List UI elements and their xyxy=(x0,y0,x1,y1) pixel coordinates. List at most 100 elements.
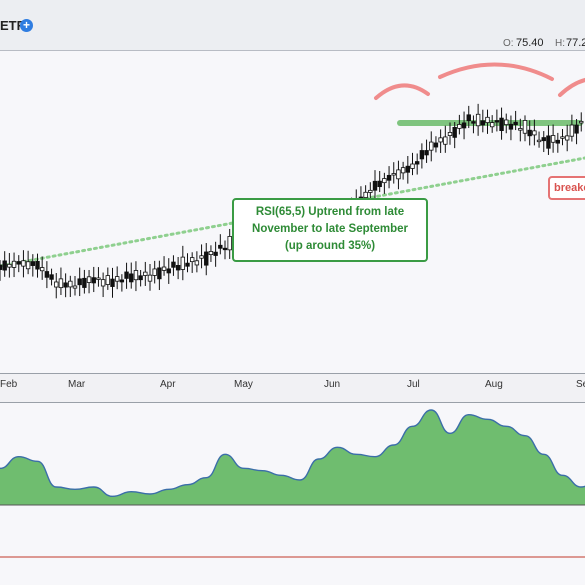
candle-body xyxy=(105,275,111,285)
candle-body xyxy=(72,285,78,289)
candle-body xyxy=(82,277,87,288)
candle-body xyxy=(536,139,542,143)
rsi-panel xyxy=(0,403,585,585)
candle-body xyxy=(522,120,528,134)
rsi-chart xyxy=(0,409,585,558)
uptrend-annotation: RSI(65,5) Uptrend from late November to … xyxy=(232,198,428,262)
date-label-aug: Aug xyxy=(485,379,503,390)
annotation-line-3: (up around 35%) xyxy=(284,240,376,252)
open-value: 75.40 xyxy=(516,37,544,49)
candle-body xyxy=(166,268,171,274)
candle-body xyxy=(555,139,561,144)
candle-body xyxy=(452,126,457,138)
candle-body xyxy=(152,268,157,276)
candle-body xyxy=(396,169,401,180)
candle-body xyxy=(39,267,45,272)
candle-body xyxy=(157,267,162,280)
candle-body xyxy=(54,281,59,288)
candle-body xyxy=(110,278,115,287)
chart-header: ETF + O: 75.40 H: 77.2 xyxy=(0,0,585,51)
candle-body xyxy=(25,261,31,270)
candle-body xyxy=(7,263,12,268)
annotation-line-1: RSI(65,5) Uptrend from late xyxy=(255,206,405,218)
date-label-jun: Jun xyxy=(324,379,341,390)
candle-body xyxy=(35,260,40,270)
candle-body xyxy=(485,116,490,123)
candle-body xyxy=(363,191,368,198)
candle-body xyxy=(518,128,523,131)
candle-body xyxy=(96,277,101,280)
candle-body xyxy=(410,163,415,169)
date-label-sep: Sep xyxy=(576,379,585,390)
candle-body xyxy=(171,261,176,268)
candle-body xyxy=(86,276,92,283)
date-label-may: May xyxy=(234,379,253,390)
candle-body xyxy=(213,251,218,256)
candle-body xyxy=(199,255,204,259)
candle-body xyxy=(433,142,439,148)
candle-body xyxy=(457,124,462,129)
date-axis: Feb Mar Apr May Jun Jul Aug Sep xyxy=(0,373,585,403)
candle-body xyxy=(77,278,82,286)
candle-body xyxy=(475,113,481,127)
candle-body xyxy=(574,124,579,134)
candle-body xyxy=(564,135,570,141)
candle-body xyxy=(443,136,448,145)
candle-body xyxy=(541,137,546,142)
candle-body xyxy=(124,271,129,279)
candle-body xyxy=(405,165,411,173)
candle-body xyxy=(185,262,190,267)
candle-body xyxy=(461,122,467,129)
candle-body xyxy=(0,264,3,270)
candle-body xyxy=(11,260,17,268)
date-label-jul: Jul xyxy=(407,379,420,390)
high-label: H: xyxy=(555,38,565,49)
candle-body xyxy=(16,261,21,265)
candle-body xyxy=(480,120,486,126)
candle-body xyxy=(414,161,420,165)
candle-body xyxy=(489,122,495,128)
candle-body xyxy=(508,123,514,130)
candle-body xyxy=(143,271,148,276)
candle-body xyxy=(147,274,153,282)
candle-body xyxy=(546,135,551,149)
candle-body xyxy=(2,260,7,271)
candle-body xyxy=(438,137,443,143)
candle-body xyxy=(58,278,64,289)
candle-body xyxy=(550,135,556,143)
symbol-title: ETF xyxy=(0,18,25,33)
candle-body xyxy=(424,150,429,156)
candle-body xyxy=(204,251,209,266)
candle-body xyxy=(377,180,382,188)
candle-body xyxy=(138,275,143,281)
candle-body xyxy=(569,124,575,137)
left-shoulder-arc xyxy=(374,83,430,100)
candle-body xyxy=(391,173,396,176)
candle-body xyxy=(218,244,223,249)
candle-body xyxy=(429,141,434,151)
rsi-area xyxy=(0,410,585,505)
candle-body xyxy=(91,277,96,284)
candle-body xyxy=(419,150,425,160)
candle-body xyxy=(161,266,167,271)
candle-body xyxy=(30,261,36,266)
candle-body xyxy=(527,129,532,137)
rsi-line xyxy=(0,409,585,498)
candle-body xyxy=(100,279,106,287)
candle-body xyxy=(513,121,518,126)
candle-body xyxy=(560,136,565,139)
candle-body xyxy=(382,178,387,184)
candle-body xyxy=(386,174,392,181)
candle-body xyxy=(504,119,509,126)
candle-body xyxy=(227,236,232,251)
candle-body xyxy=(494,120,500,123)
candle-body xyxy=(189,257,195,263)
candle-body xyxy=(400,167,406,174)
open-label: O: xyxy=(503,38,514,49)
candle-body xyxy=(471,121,476,124)
candle-body xyxy=(579,120,584,124)
head-arc xyxy=(438,62,554,81)
plus-circle-icon[interactable]: + xyxy=(20,19,33,32)
candle-body xyxy=(222,247,228,251)
candle-body xyxy=(447,132,453,136)
